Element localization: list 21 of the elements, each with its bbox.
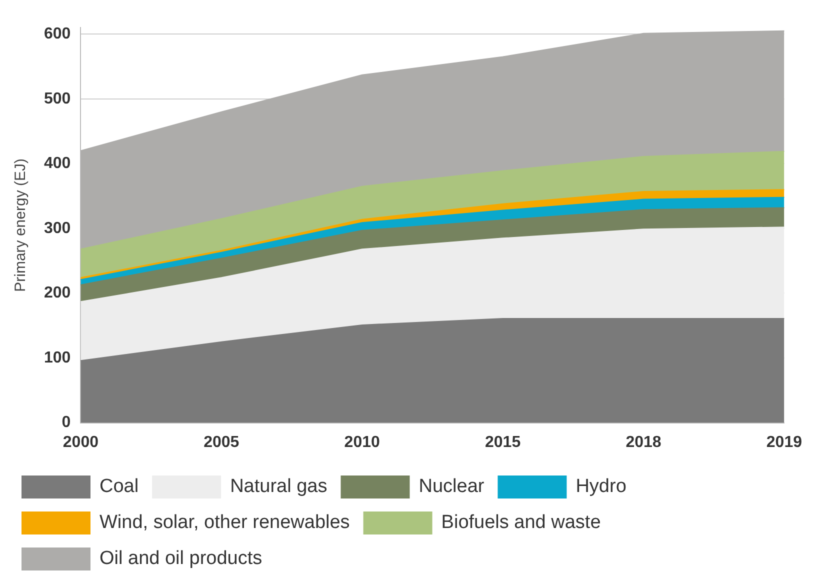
y-tick-label: 600 xyxy=(44,25,71,42)
y-axis-title: Primary energy (EJ) xyxy=(12,158,30,292)
legend-label: Nuclear xyxy=(418,476,485,498)
x-tick-label: 2018 xyxy=(626,434,662,451)
y-tick-label: 100 xyxy=(44,349,71,366)
x-tick-label: 2000 xyxy=(62,434,99,451)
y-tick-label: 500 xyxy=(44,90,71,108)
x-tick-label: 2019 xyxy=(766,434,802,451)
y-tick-label: 300 xyxy=(44,220,71,237)
legend-label: Coal xyxy=(100,476,139,498)
y-tick-label: 0 xyxy=(62,414,71,432)
x-tick-label: 2015 xyxy=(485,434,521,451)
legend-label: Wind, solar, other renewables xyxy=(100,512,350,534)
y-tick-label: 200 xyxy=(44,284,71,302)
x-tick-label: 2005 xyxy=(204,434,240,451)
legend-label: Oil and oil products xyxy=(100,548,262,570)
legend-label: Biofuels and waste xyxy=(441,512,601,534)
legend-label: Hydro xyxy=(576,476,626,498)
y-tick-label: 400 xyxy=(44,155,71,172)
legend-label: Natural gas xyxy=(230,476,328,498)
x-tick-label: 2010 xyxy=(344,434,380,451)
